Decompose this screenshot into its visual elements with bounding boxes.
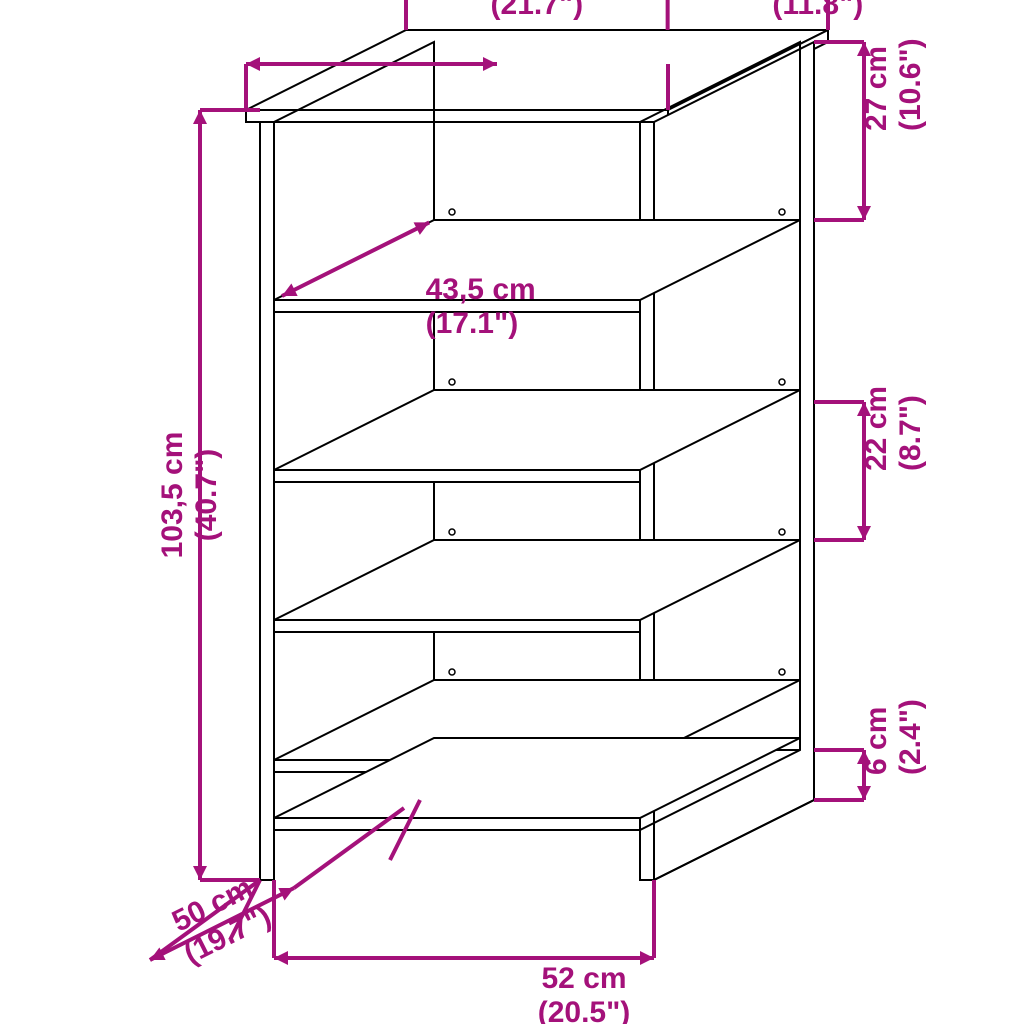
- dim-label-in: (40.7"): [190, 449, 223, 542]
- dim-103: 103,5 cm(40.7"): [156, 432, 223, 559]
- product-drawing: [246, 30, 828, 880]
- dim-30: 30 cm(11.8"): [772, 0, 863, 21]
- dim-label-in: (8.7"): [894, 395, 927, 471]
- dim-label-cm: 22 cm: [860, 386, 893, 471]
- dim-label-in: (20.5"): [538, 996, 631, 1024]
- dim-label-cm: 52 cm: [541, 962, 626, 995]
- dim-label-in: (17.1"): [426, 307, 519, 340]
- dim-label-cm: 6 cm: [860, 707, 893, 775]
- dim-label-in: (11.8"): [772, 0, 863, 21]
- dim-52: 52 cm(20.5"): [538, 962, 631, 1024]
- dim-22: 22 cm(8.7"): [860, 386, 927, 471]
- dim-label-cm: 43,5 cm: [426, 273, 536, 306]
- dim-27: 27 cm(10.6"): [860, 38, 927, 131]
- dim-label-cm: 27 cm: [860, 46, 893, 131]
- dim-label-in: (21.7"): [491, 0, 584, 21]
- dim-label-cm: 103,5 cm: [156, 432, 189, 559]
- dim-label-in: (10.6"): [894, 38, 927, 131]
- dim-label-in: (2.4"): [894, 699, 927, 775]
- dim-6: 6 cm(2.4"): [860, 699, 927, 775]
- dim-55: 55 cm(21.7"): [491, 0, 584, 21]
